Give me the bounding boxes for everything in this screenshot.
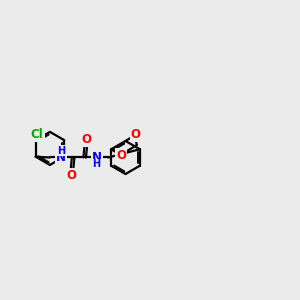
Text: O: O [81, 133, 91, 146]
Text: H: H [92, 160, 101, 170]
Text: O: O [131, 128, 141, 141]
Text: O: O [116, 149, 126, 162]
Text: H: H [57, 146, 65, 155]
Text: N: N [92, 151, 102, 164]
Text: O: O [67, 169, 77, 182]
Text: N: N [56, 151, 66, 164]
Text: Cl: Cl [31, 128, 44, 141]
